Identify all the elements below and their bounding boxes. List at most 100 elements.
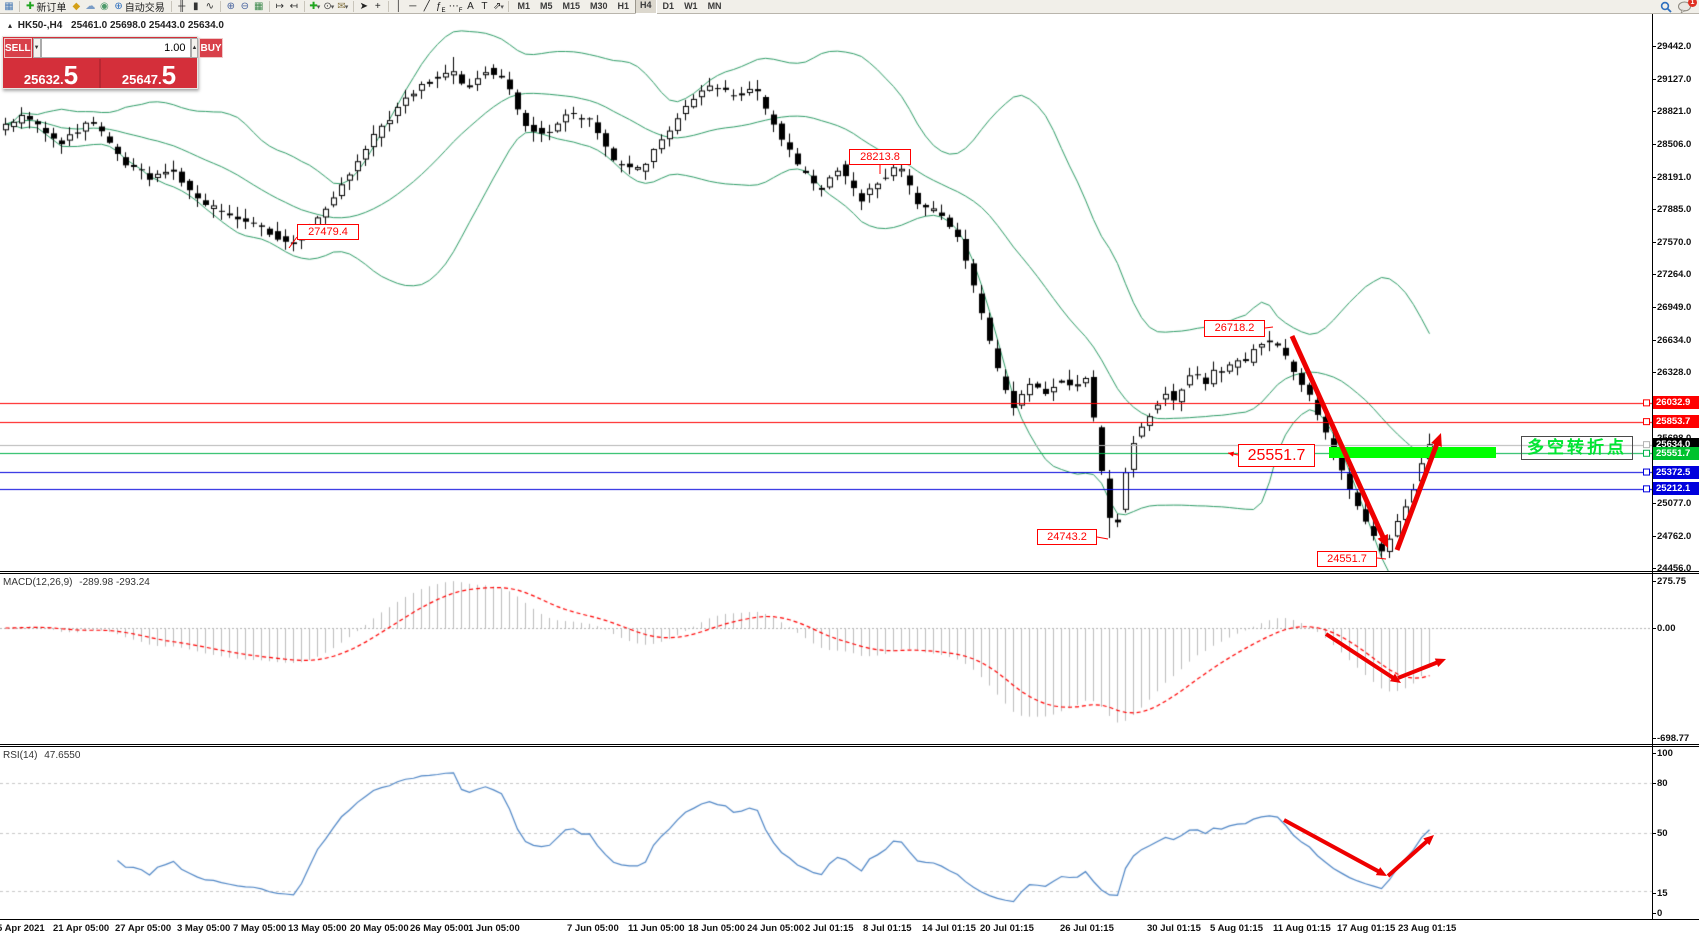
support-highlight-bar[interactable] (1329, 447, 1496, 458)
tile-windows-icon[interactable]: ▦ (253, 1, 265, 13)
volume-input[interactable] (40, 38, 191, 58)
search-icon[interactable] (1660, 1, 1672, 13)
price-tick: 27264.0 (1652, 269, 1691, 280)
candlestick-chart-icon[interactable]: ▮ (190, 1, 202, 13)
volume-increase-button[interactable]: ▲ (190, 38, 199, 58)
chart-header: ▴ HK50-,H4 25461.0 25698.0 25443.0 25634… (8, 20, 224, 31)
zoom-out-icon[interactable]: ⊖ (239, 1, 251, 13)
timeframe-m30-button[interactable]: M30 (590, 1, 608, 11)
line-chart-icon[interactable]: ∿ (204, 1, 216, 13)
time-label: 11 Aug 01:15 (1273, 923, 1331, 934)
periods-icon: ⊙ (323, 0, 332, 12)
pivot-note[interactable]: 多空转折点 (1521, 436, 1633, 460)
templates-icon-dropdown[interactable]: ▾ (344, 3, 349, 11)
chart-shift-icon[interactable]: ↤ (288, 1, 300, 13)
templates-icon: ✉ (337, 0, 346, 12)
price-callout[interactable]: 24551.7 (1317, 551, 1377, 567)
chat-icon[interactable]: 1 (1678, 0, 1697, 14)
price-callout[interactable]: 25551.7 (1238, 444, 1315, 467)
arrows-tool-icon-dropdown[interactable]: ▾ (500, 3, 504, 11)
zoom-in-icon[interactable]: ⊕ (225, 1, 237, 13)
price-tick: 29442.0 (1652, 41, 1691, 52)
rsi-scale-label: 0 (1652, 908, 1662, 919)
symbol-marker-icon: ▴ (8, 21, 13, 30)
macd-values: -289.98 -293.24 (79, 577, 150, 588)
auto-scroll-icon[interactable]: ↦ (274, 1, 286, 13)
new-order-button[interactable]: ✚ 新订单 (24, 0, 68, 14)
arrows-tool-icon[interactable]: ⇗▾ (492, 1, 504, 13)
macd-panel-canvas[interactable] (0, 575, 1652, 743)
crosshair-icon[interactable]: + (372, 1, 384, 13)
price-callout[interactable]: 24743.2 (1037, 529, 1097, 545)
autotrading-button[interactable]: ⊕ 自动交易 (112, 0, 166, 14)
price-tick: 28821.0 (1652, 106, 1691, 117)
price-tick: 25077.0 (1652, 498, 1691, 509)
text-icon: A (467, 0, 474, 12)
time-axis[interactable]: 5 Apr 2021 21 Apr 05:00 27 Apr 05:00 3 May … (0, 920, 1699, 936)
periods-icon[interactable]: ⊙▾ (323, 1, 335, 13)
time-label: 3 May 05:00 (177, 923, 231, 934)
main-chart-canvas[interactable] (0, 14, 1652, 571)
price-axis-line (1652, 14, 1653, 919)
autotrading-button: ⊕ (114, 1, 123, 12)
vertical-line-icon: │ (395, 0, 402, 12)
time-label: 27 Apr 05:00 (115, 923, 172, 934)
price-callout[interactable]: 26718.2 (1204, 320, 1265, 337)
horizontal-line-icon[interactable]: ─ (407, 1, 419, 13)
gold-icon[interactable]: ◆ (70, 1, 82, 13)
time-label: 18 Jun 05:00 (688, 923, 746, 934)
periods-icon-dropdown[interactable]: ▾ (330, 3, 335, 11)
panel-separator[interactable] (0, 571, 1699, 572)
panel-separator[interactable] (0, 573, 1699, 574)
price-callout[interactable]: 27479.4 (297, 224, 359, 240)
price-tag: 25212.1 (1653, 482, 1699, 496)
buy-button[interactable]: BUY (199, 38, 223, 58)
rsi-scale-label: 80 (1652, 778, 1668, 789)
time-label: 20 May 05:00 (350, 923, 409, 934)
timeframe-h4-button[interactable]: H4 (635, 0, 657, 14)
time-label: 24 Jun 05:00 (747, 923, 805, 934)
fibonacci-icon[interactable]: ƒE (435, 1, 447, 14)
price-tick: 27885.0 (1652, 204, 1691, 215)
panel-separator[interactable] (0, 744, 1699, 745)
price-tick: 29127.0 (1652, 74, 1691, 85)
candlestick-chart-icon: ▮ (193, 0, 199, 12)
price-axis[interactable]: 29442.0 29127.0 28821.0 28506.0 28191.0 27885… (1652, 14, 1699, 920)
rsi-panel-canvas[interactable] (0, 748, 1652, 918)
text-label-icon[interactable]: T (478, 1, 490, 13)
indicators-icon-dropdown[interactable]: ▾ (316, 3, 321, 11)
time-label: 7 Jun 05:00 (567, 923, 619, 934)
auto-scroll-icon: ↦ (275, 0, 284, 12)
trendline-icon[interactable]: ╱ (421, 1, 433, 13)
buy-price[interactable]: 25647. 5 (101, 59, 197, 88)
indicators-icon[interactable]: ✚▾ (309, 1, 321, 13)
price-callout[interactable]: 28213.8 (849, 149, 911, 165)
text-icon[interactable]: A (464, 1, 476, 13)
time-label: 11 Jun 05:00 (628, 923, 685, 934)
vertical-line-icon[interactable]: │ (393, 1, 405, 13)
timeframe-m1-button[interactable]: M1 (517, 1, 530, 11)
time-label: 30 Jul 01:15 (1147, 923, 1201, 934)
templates-icon[interactable]: ✉▾ (337, 1, 349, 13)
bar-chart-icon[interactable]: ╫ (176, 1, 188, 13)
timeframe-h1-button[interactable]: H1 (617, 1, 630, 11)
channel-icon[interactable]: ⋯F (449, 1, 463, 14)
timeframe-d1-button[interactable]: D1 (662, 1, 675, 11)
time-label: 13 May 05:00 (288, 923, 347, 934)
panel-separator[interactable] (0, 746, 1699, 747)
timeframe-w1-button[interactable]: W1 (684, 1, 698, 11)
cursor-icon[interactable]: ➤ (358, 1, 370, 13)
cloud-icon[interactable]: ☁ (84, 1, 96, 13)
volume-decrease-button[interactable]: ▼ (32, 38, 41, 58)
signal-icon[interactable]: ◉ (98, 1, 110, 13)
chart-fragment-icon[interactable]: ▦ (3, 1, 15, 13)
timeframe-mn-button[interactable]: MN (707, 1, 722, 11)
price-tick: 24762.0 (1652, 531, 1691, 542)
sell-price[interactable]: 25632. 5 (3, 59, 101, 88)
sell-button[interactable]: SELL (4, 38, 32, 58)
timeframe-m15-button[interactable]: M15 (562, 1, 580, 11)
buy-price-big-digit: 5 (161, 60, 177, 90)
rsi-value: 47.6550 (44, 750, 81, 761)
timeframe-m5-button[interactable]: M5 (539, 1, 553, 11)
